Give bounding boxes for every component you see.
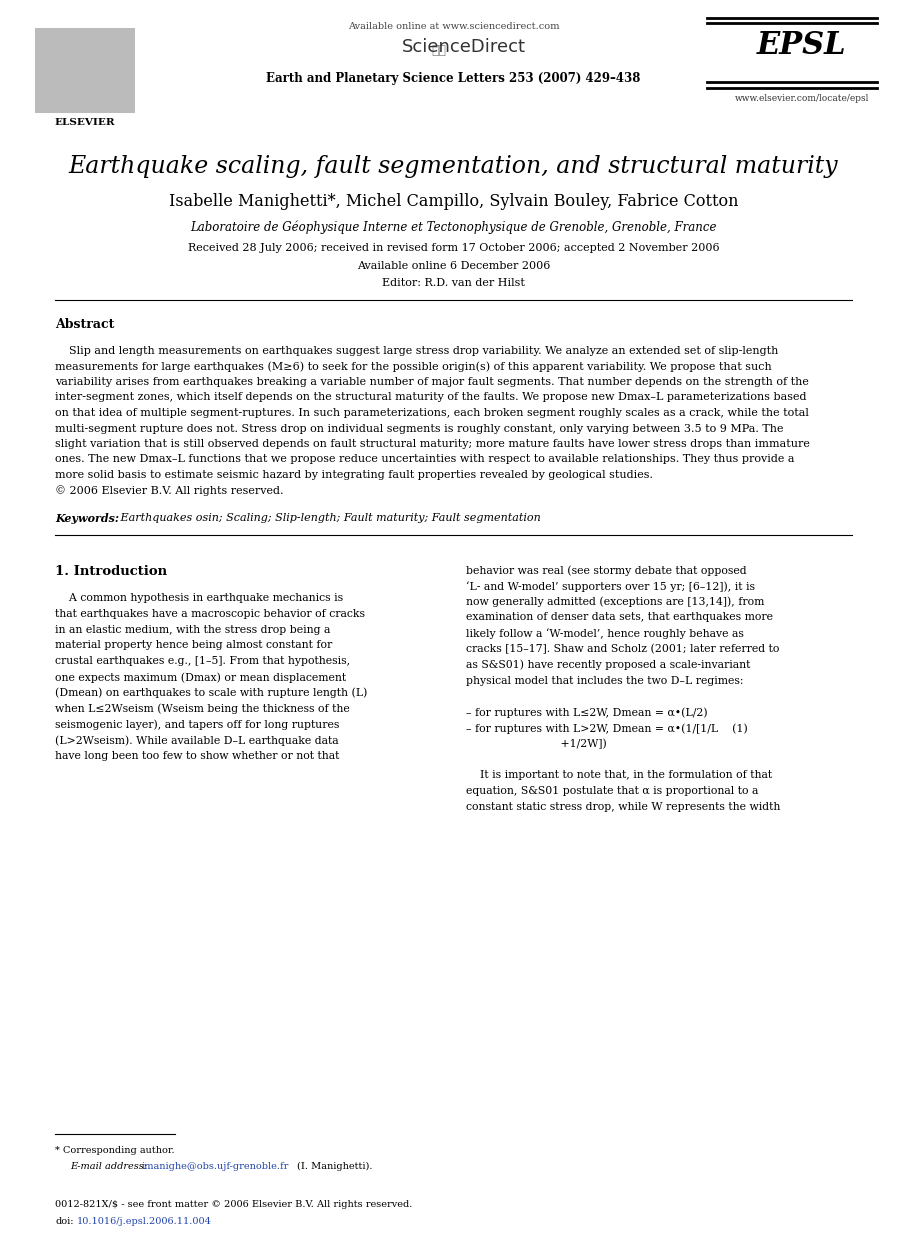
Text: doi:: doi: (55, 1217, 73, 1226)
Text: inter-segment zones, which itself depends on the structural maturity of the faul: inter-segment zones, which itself depend… (55, 392, 806, 402)
Text: equation, S&S01 postulate that α is proportional to a: equation, S&S01 postulate that α is prop… (466, 786, 758, 796)
Text: constant static stress drop, while W represents the width: constant static stress drop, while W rep… (466, 802, 780, 812)
Text: (I. Manighetti).: (I. Manighetti). (297, 1162, 373, 1171)
Text: A common hypothesis in earthquake mechanics is: A common hypothesis in earthquake mechan… (55, 593, 343, 603)
Text: EPSL: EPSL (757, 30, 847, 61)
Text: imanighe@obs.ujf-grenoble.fr: imanighe@obs.ujf-grenoble.fr (142, 1162, 289, 1171)
Text: Received 28 July 2006; received in revised form 17 October 2006; accepted 2 Nove: Received 28 July 2006; received in revis… (188, 243, 719, 253)
Text: slight variation that is still observed depends on fault structural maturity; mo: slight variation that is still observed … (55, 439, 810, 449)
Text: Slip and length measurements on earthquakes suggest large stress drop variabilit: Slip and length measurements on earthqua… (55, 345, 778, 357)
Text: E-mail address:: E-mail address: (70, 1162, 147, 1171)
Text: Laboratoire de Géophysique Interne et Tectonophysique de Grenoble, Grenoble, Fra: Laboratoire de Géophysique Interne et Te… (190, 222, 717, 234)
Text: Earth and Planetary Science Letters 253 (2007) 429–438: Earth and Planetary Science Letters 253 … (267, 72, 640, 85)
Text: Isabelle Manighetti*, Michel Campillo, Sylvain Bouley, Fabrice Cotton: Isabelle Manighetti*, Michel Campillo, S… (169, 193, 738, 210)
Text: (Dmean) on earthquakes to scale with rupture length (L): (Dmean) on earthquakes to scale with rup… (55, 688, 367, 698)
Text: 1. Introduction: 1. Introduction (55, 565, 167, 578)
Text: www.elsevier.com/locate/epsl: www.elsevier.com/locate/epsl (735, 94, 869, 103)
Text: likely follow a ‘W-model’, hence roughly behave as: likely follow a ‘W-model’, hence roughly… (466, 628, 744, 639)
Text: 0012-821X/$ - see front matter © 2006 Elsevier B.V. All rights reserved.: 0012-821X/$ - see front matter © 2006 El… (55, 1200, 413, 1210)
Text: have long been too few to show whether or not that: have long been too few to show whether o… (55, 751, 339, 761)
Text: seismogenic layer), and tapers off for long ruptures: seismogenic layer), and tapers off for l… (55, 719, 339, 730)
Text: Abstract: Abstract (55, 318, 114, 331)
Text: – for ruptures with L≤2W, Dmean = α•(L/2): – for ruptures with L≤2W, Dmean = α•(L/2… (466, 707, 707, 718)
Text: multi-segment rupture does not. Stress drop on individual segments is roughly co: multi-segment rupture does not. Stress d… (55, 423, 784, 433)
Text: Earthquakes osin; Scaling; Slip-length; Fault maturity; Fault segmentation: Earthquakes osin; Scaling; Slip-length; … (117, 513, 541, 522)
Text: * Corresponding author.: * Corresponding author. (55, 1146, 175, 1155)
Text: behavior was real (see stormy debate that opposed: behavior was real (see stormy debate tha… (466, 565, 746, 576)
Text: measurements for large earthquakes (M≥6) to seek for the possible origin(s) of t: measurements for large earthquakes (M≥6)… (55, 361, 772, 373)
Text: (L>2Wseism). While available D–L earthquake data: (L>2Wseism). While available D–L earthqu… (55, 735, 338, 745)
Text: physical model that includes the two D–L regimes:: physical model that includes the two D–L… (466, 676, 744, 686)
Text: now generally admitted (exceptions are [13,14]), from: now generally admitted (exceptions are [… (466, 597, 765, 607)
Text: on that idea of multiple segment-ruptures. In such parameterizations, each broke: on that idea of multiple segment-rupture… (55, 409, 809, 418)
FancyBboxPatch shape (35, 28, 135, 113)
Text: Keywords:: Keywords: (55, 513, 119, 524)
Text: in an elastic medium, with the stress drop being a: in an elastic medium, with the stress dr… (55, 625, 330, 635)
Text: ‘L- and W-model’ supporters over 15 yr; [6–12]), it is: ‘L- and W-model’ supporters over 15 yr; … (466, 581, 755, 592)
Text: ScienceDirect: ScienceDirect (402, 38, 525, 56)
Text: Available online at www.sciencedirect.com: Available online at www.sciencedirect.co… (347, 22, 560, 31)
Text: Editor: R.D. van der Hilst: Editor: R.D. van der Hilst (382, 279, 525, 288)
Text: +1/2W]): +1/2W]) (466, 739, 607, 749)
Text: one expects maximum (Dmax) or mean displacement: one expects maximum (Dmax) or mean displ… (55, 672, 346, 682)
Text: variability arises from earthquakes breaking a variable number of major fault se: variability arises from earthquakes brea… (55, 378, 809, 387)
Text: It is important to note that, in the formulation of that: It is important to note that, in the for… (466, 770, 772, 780)
Text: more solid basis to estimate seismic hazard by integrating fault properties reve: more solid basis to estimate seismic haz… (55, 470, 653, 480)
Text: when L≤2Wseism (Wseism being the thickness of the: when L≤2Wseism (Wseism being the thickne… (55, 703, 350, 714)
Text: crustal earthquakes e.g., [1–5]. From that hypothesis,: crustal earthquakes e.g., [1–5]. From th… (55, 656, 350, 666)
Text: Earthquake scaling, fault segmentation, and structural maturity: Earthquake scaling, fault segmentation, … (69, 155, 838, 178)
Text: as S&S01) have recently proposed a scale-invariant: as S&S01) have recently proposed a scale… (466, 660, 750, 670)
Text: © 2006 Elsevier B.V. All rights reserved.: © 2006 Elsevier B.V. All rights reserved… (55, 485, 284, 496)
Text: – for ruptures with L>2W, Dmean = α•(1/[1/L    (1): – for ruptures with L>2W, Dmean = α•(1/[… (466, 723, 747, 734)
Text: ELSEVIER: ELSEVIER (54, 118, 115, 128)
Text: material property hence being almost constant for: material property hence being almost con… (55, 640, 332, 650)
Text: ones. The new Dmax–L functions that we propose reduce uncertainties with respect: ones. The new Dmax–L functions that we p… (55, 454, 795, 464)
Text: ★★: ★★ (431, 45, 446, 57)
Text: Available online 6 December 2006: Available online 6 December 2006 (356, 260, 551, 270)
Text: cracks [15–17]. Shaw and Scholz (2001; later referred to: cracks [15–17]. Shaw and Scholz (2001; l… (466, 644, 779, 655)
Text: 10.1016/j.epsl.2006.11.004: 10.1016/j.epsl.2006.11.004 (77, 1217, 212, 1226)
Text: examination of denser data sets, that earthquakes more: examination of denser data sets, that ea… (466, 613, 773, 623)
Text: that earthquakes have a macroscopic behavior of cracks: that earthquakes have a macroscopic beha… (55, 609, 365, 619)
